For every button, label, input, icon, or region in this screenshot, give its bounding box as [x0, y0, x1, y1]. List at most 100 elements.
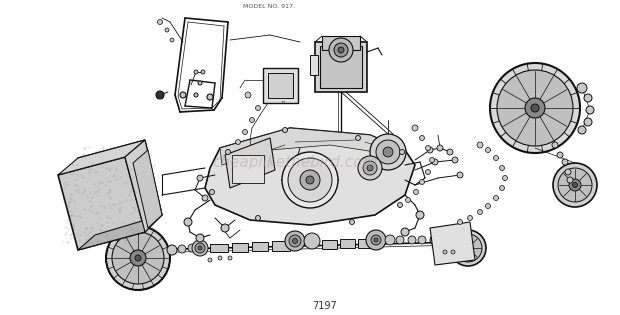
Polygon shape	[430, 222, 475, 265]
Circle shape	[572, 182, 577, 187]
Circle shape	[157, 20, 162, 25]
Circle shape	[208, 258, 212, 262]
Circle shape	[552, 142, 558, 148]
Circle shape	[458, 220, 463, 225]
Circle shape	[430, 158, 435, 163]
Circle shape	[165, 28, 169, 32]
Circle shape	[192, 240, 208, 256]
Polygon shape	[78, 215, 162, 250]
Circle shape	[584, 118, 592, 126]
Bar	[232, 243, 248, 252]
Circle shape	[194, 93, 198, 97]
Circle shape	[420, 180, 425, 185]
Circle shape	[338, 47, 344, 53]
Circle shape	[167, 245, 177, 255]
Circle shape	[586, 106, 594, 114]
Circle shape	[304, 233, 320, 249]
Circle shape	[485, 203, 490, 209]
Circle shape	[502, 175, 508, 180]
Circle shape	[180, 92, 186, 98]
Bar	[232, 155, 264, 183]
Text: 17: 17	[280, 101, 286, 105]
Circle shape	[425, 169, 430, 175]
Circle shape	[371, 235, 381, 245]
Circle shape	[293, 238, 298, 243]
Circle shape	[370, 134, 406, 170]
Circle shape	[454, 234, 482, 262]
Circle shape	[249, 117, 254, 123]
Circle shape	[178, 245, 186, 253]
Circle shape	[130, 250, 146, 266]
Polygon shape	[225, 138, 275, 188]
Circle shape	[106, 226, 170, 290]
Bar	[272, 241, 290, 251]
Circle shape	[184, 218, 192, 226]
Circle shape	[383, 147, 393, 157]
Circle shape	[236, 140, 241, 145]
Circle shape	[405, 198, 410, 203]
Bar	[322, 36, 360, 50]
Circle shape	[334, 43, 348, 57]
Circle shape	[300, 170, 320, 190]
Circle shape	[396, 236, 404, 244]
Circle shape	[432, 159, 438, 165]
Circle shape	[454, 237, 462, 245]
Circle shape	[366, 230, 386, 250]
Circle shape	[420, 135, 425, 140]
Polygon shape	[220, 128, 405, 165]
Circle shape	[497, 70, 573, 146]
Circle shape	[401, 228, 409, 236]
Circle shape	[430, 235, 440, 245]
Bar	[252, 242, 268, 251]
Polygon shape	[205, 128, 415, 225]
Circle shape	[443, 250, 447, 254]
Circle shape	[283, 128, 288, 133]
Text: 7197: 7197	[312, 301, 337, 311]
Bar	[320, 46, 362, 88]
Circle shape	[285, 231, 305, 251]
Circle shape	[195, 243, 205, 253]
Circle shape	[416, 211, 424, 219]
Polygon shape	[133, 150, 162, 228]
Circle shape	[374, 238, 378, 242]
Bar	[358, 239, 373, 248]
Circle shape	[500, 186, 505, 191]
Text: MODEL NO. 917.: MODEL NO. 917.	[243, 4, 377, 9]
Circle shape	[466, 246, 470, 250]
Circle shape	[494, 156, 498, 161]
Circle shape	[425, 146, 430, 151]
Circle shape	[376, 140, 400, 164]
Circle shape	[569, 179, 581, 191]
Polygon shape	[58, 140, 145, 175]
Circle shape	[557, 152, 563, 158]
Polygon shape	[58, 157, 145, 250]
Circle shape	[412, 125, 418, 131]
Circle shape	[135, 255, 141, 261]
Circle shape	[558, 168, 592, 202]
Circle shape	[467, 215, 472, 220]
Bar	[322, 240, 337, 249]
Circle shape	[457, 172, 463, 178]
Circle shape	[437, 145, 443, 151]
Circle shape	[450, 230, 486, 266]
Circle shape	[228, 256, 232, 260]
Circle shape	[358, 156, 382, 180]
Circle shape	[255, 106, 260, 111]
Circle shape	[447, 149, 453, 155]
Circle shape	[207, 94, 213, 100]
Circle shape	[350, 220, 355, 225]
Circle shape	[355, 135, 360, 140]
Circle shape	[494, 196, 498, 201]
Circle shape	[485, 147, 490, 152]
Circle shape	[418, 236, 426, 244]
Circle shape	[414, 190, 418, 194]
Circle shape	[197, 175, 203, 181]
Circle shape	[289, 235, 301, 247]
Circle shape	[221, 224, 229, 232]
Circle shape	[210, 190, 215, 194]
Circle shape	[490, 63, 580, 153]
Circle shape	[198, 81, 202, 85]
Circle shape	[255, 215, 260, 220]
Circle shape	[385, 235, 395, 245]
Circle shape	[367, 165, 373, 171]
